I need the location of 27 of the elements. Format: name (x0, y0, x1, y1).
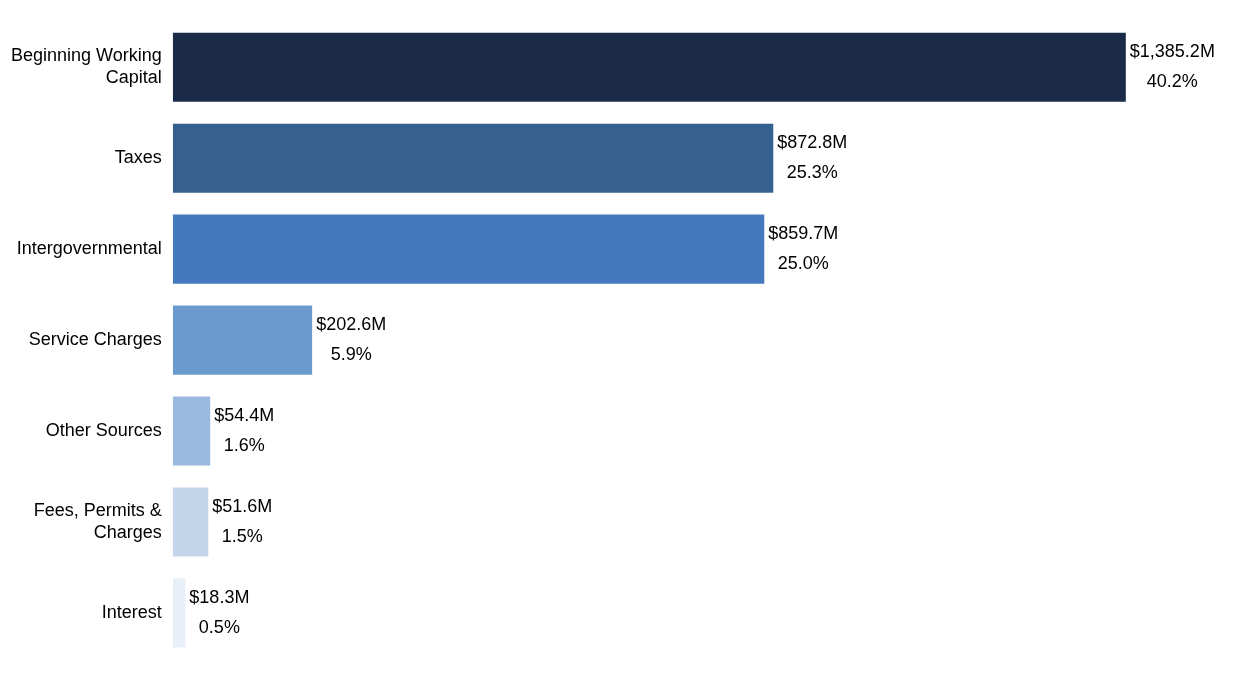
bar (172, 487, 209, 557)
y-tick-label: Service Charges (28, 329, 162, 350)
bar (172, 32, 1126, 102)
y-tick-label: Fees, Permits & Charges (33, 500, 162, 542)
data-label: $859.7M (768, 223, 839, 244)
annotation: 25.0% (777, 253, 829, 274)
annotation: 0.5% (198, 616, 240, 637)
data-label: $54.4M (214, 405, 275, 426)
bar (172, 214, 765, 284)
data-label: $1,385.2M (1129, 41, 1215, 62)
bar (172, 123, 774, 193)
y-tick-label: Interest (101, 601, 162, 622)
y-tick-label: Beginning Working Capital (10, 45, 162, 88)
annotation: 25.3% (786, 162, 838, 183)
annotation: 5.9% (330, 344, 372, 365)
data-label: $202.6M (316, 314, 387, 335)
y-tick-label: Taxes (114, 147, 162, 168)
annotation: 40.2% (1146, 71, 1198, 92)
annotation: 1.6% (223, 435, 265, 456)
data-label: $51.6M (212, 495, 273, 516)
y-tick-label: Intergovernmental (16, 238, 162, 259)
data-label: $18.3M (189, 586, 250, 607)
bar (172, 305, 313, 375)
data-label: $872.8M (777, 132, 848, 153)
annotation: 1.5% (221, 525, 263, 546)
bar (172, 396, 211, 466)
y-tick-label: Other Sources (45, 420, 162, 441)
